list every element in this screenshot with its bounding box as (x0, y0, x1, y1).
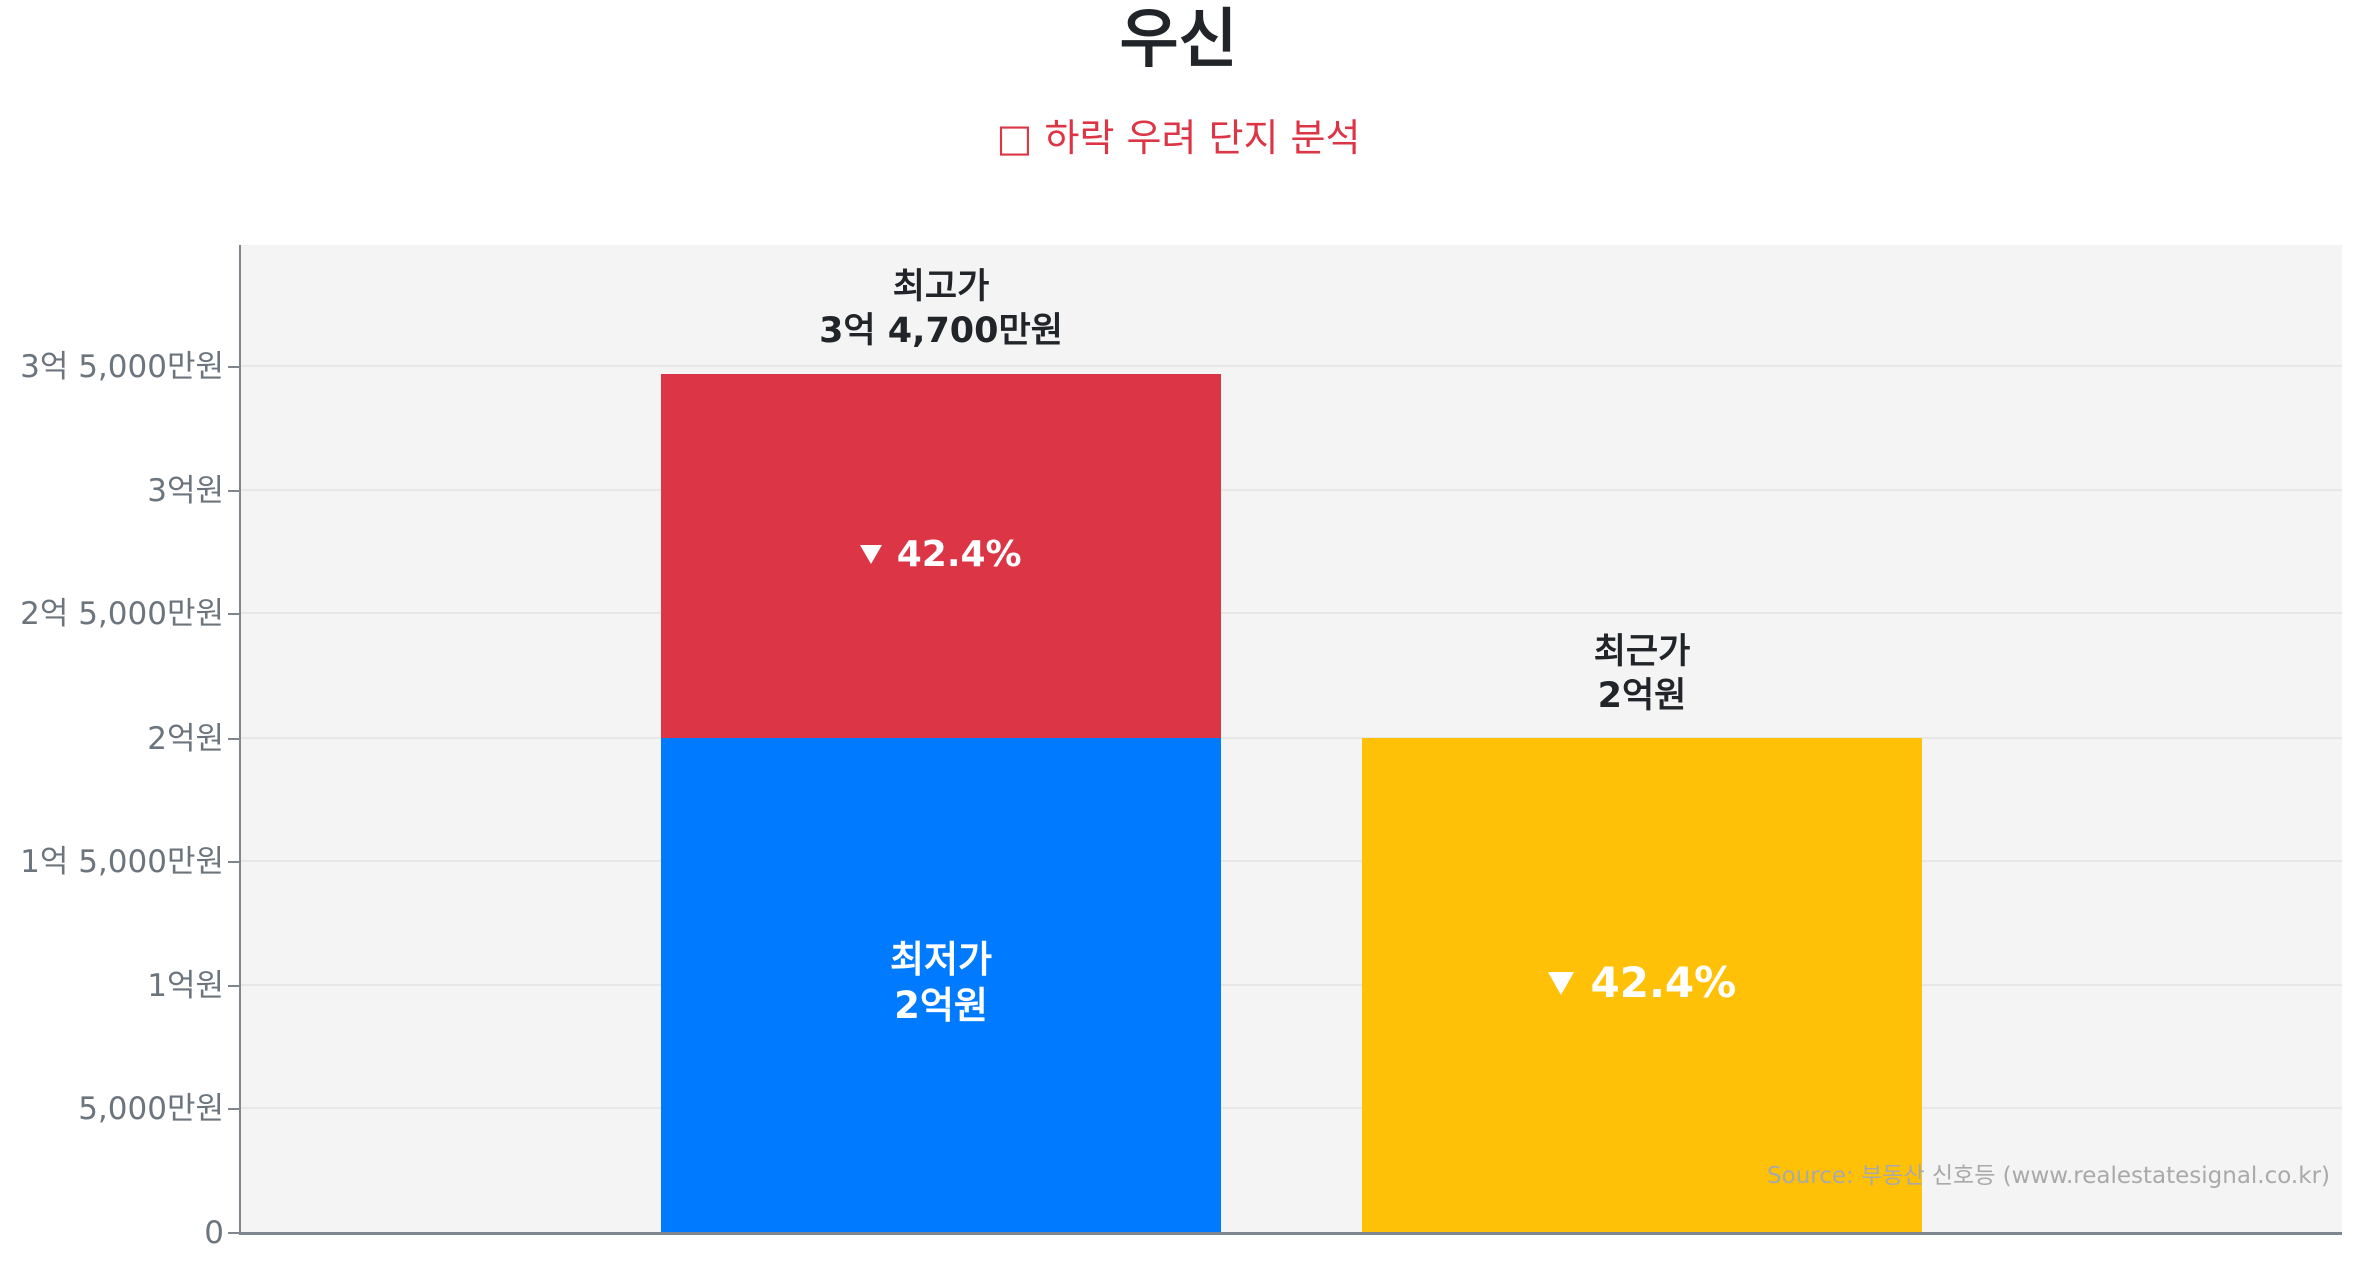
y-tick-label: 1억 5,000만원 (20, 844, 224, 880)
recent-price-value: 2억원 (1597, 676, 1687, 716)
y-tick-label: 2억 5,000만원 (20, 596, 224, 632)
y-tick-label: 5,000만원 (78, 1091, 224, 1127)
down-triangle-icon (860, 544, 883, 564)
y-tick (228, 490, 239, 492)
y-tick-label: 3억 5,000만원 (20, 349, 224, 385)
chart-title: 우신 (1119, 3, 1238, 77)
y-tick (228, 613, 239, 615)
gridline (241, 1107, 2342, 1109)
y-tick-label: 2억원 (147, 721, 224, 757)
bar-high-price-segment (661, 374, 1221, 738)
gridline (241, 737, 2342, 739)
x-axis (239, 1232, 2342, 1235)
y-tick (228, 738, 239, 740)
recent-price-annotation: 최근가 2억원 (1362, 630, 1922, 718)
plot-area (241, 245, 2342, 1233)
y-tick (228, 366, 239, 368)
recent-price-label: 최근가 (1593, 632, 1691, 672)
y-tick (228, 985, 239, 987)
low-price-value: 2억원 (894, 984, 988, 1027)
gridline (241, 612, 2342, 614)
gridline (241, 365, 2342, 367)
high-drop-percent: 42.4% (896, 534, 1022, 575)
high-drop-annotation: 42.4% (661, 533, 1221, 577)
down-triangle-icon (1547, 971, 1574, 995)
source-credit: Source: 부동산 신호등 (www.realestatesignal.co… (1767, 1163, 2330, 1189)
high-price-annotation: 최고가 3억 4,700만원 (661, 265, 1221, 353)
y-axis (239, 245, 241, 1235)
y-tick-label: 3억원 (147, 473, 224, 509)
y-tick (228, 861, 239, 863)
y-tick-label: 0 (204, 1215, 224, 1251)
recent-drop-annotation: 42.4% (1362, 957, 1922, 1009)
gridline (241, 860, 2342, 862)
gridline (241, 984, 2342, 986)
chart-subtitle: □ 하락 우려 단지 분석 (996, 116, 1361, 160)
y-tick (228, 1108, 239, 1110)
gridline (241, 489, 2342, 491)
recent-drop-percent: 42.4% (1590, 958, 1737, 1007)
low-price-label: 최저가 (889, 938, 993, 981)
low-price-annotation: 최저가 2억원 (661, 937, 1221, 1029)
bar-recent-price (1362, 738, 1922, 1233)
high-price-label: 최고가 (892, 267, 990, 307)
y-tick (228, 1232, 239, 1234)
y-tick-label: 1억원 (147, 968, 224, 1004)
bar-low-price (661, 738, 1221, 1233)
high-price-value: 3억 4,700만원 (819, 311, 1063, 351)
